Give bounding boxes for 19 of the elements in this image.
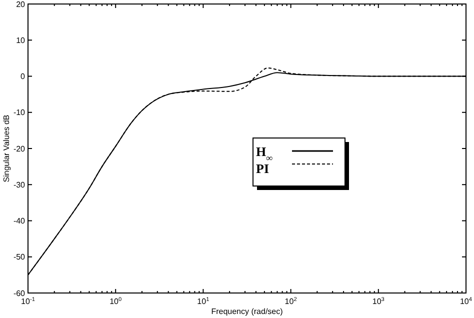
x-tick-label: 10$^{2}$ [284,297,297,306]
y-tick-label: -60 [13,288,26,298]
y-tick-label: 20 [16,0,26,9]
legend-label: PI [256,161,269,176]
y-tick-label: -20 [13,144,26,154]
x-tick-label: 10$^{3}$ [372,297,384,306]
y-tick-label: -30 [13,180,26,190]
y-tick-label: -50 [13,252,26,262]
legend-label: H$_{∞}$ [256,144,274,163]
y-tick-label: 0 [20,72,26,82]
y-axis-title: Singular Values dB [2,114,11,182]
x-tick-label: 10$^{-1}$ [21,297,35,306]
y-tick-label: -40 [13,216,26,226]
y-tick-label: 10 [16,36,26,45]
x-tick-label: 10$^{1}$ [197,297,210,306]
x-tick-label: 10$^{4}$ [460,297,472,306]
x-axis-title: Frequency (rad/sec) [211,307,284,316]
x-tick-label: 10$^{0}$ [110,297,122,306]
y-tick-label: -10 [13,108,26,118]
